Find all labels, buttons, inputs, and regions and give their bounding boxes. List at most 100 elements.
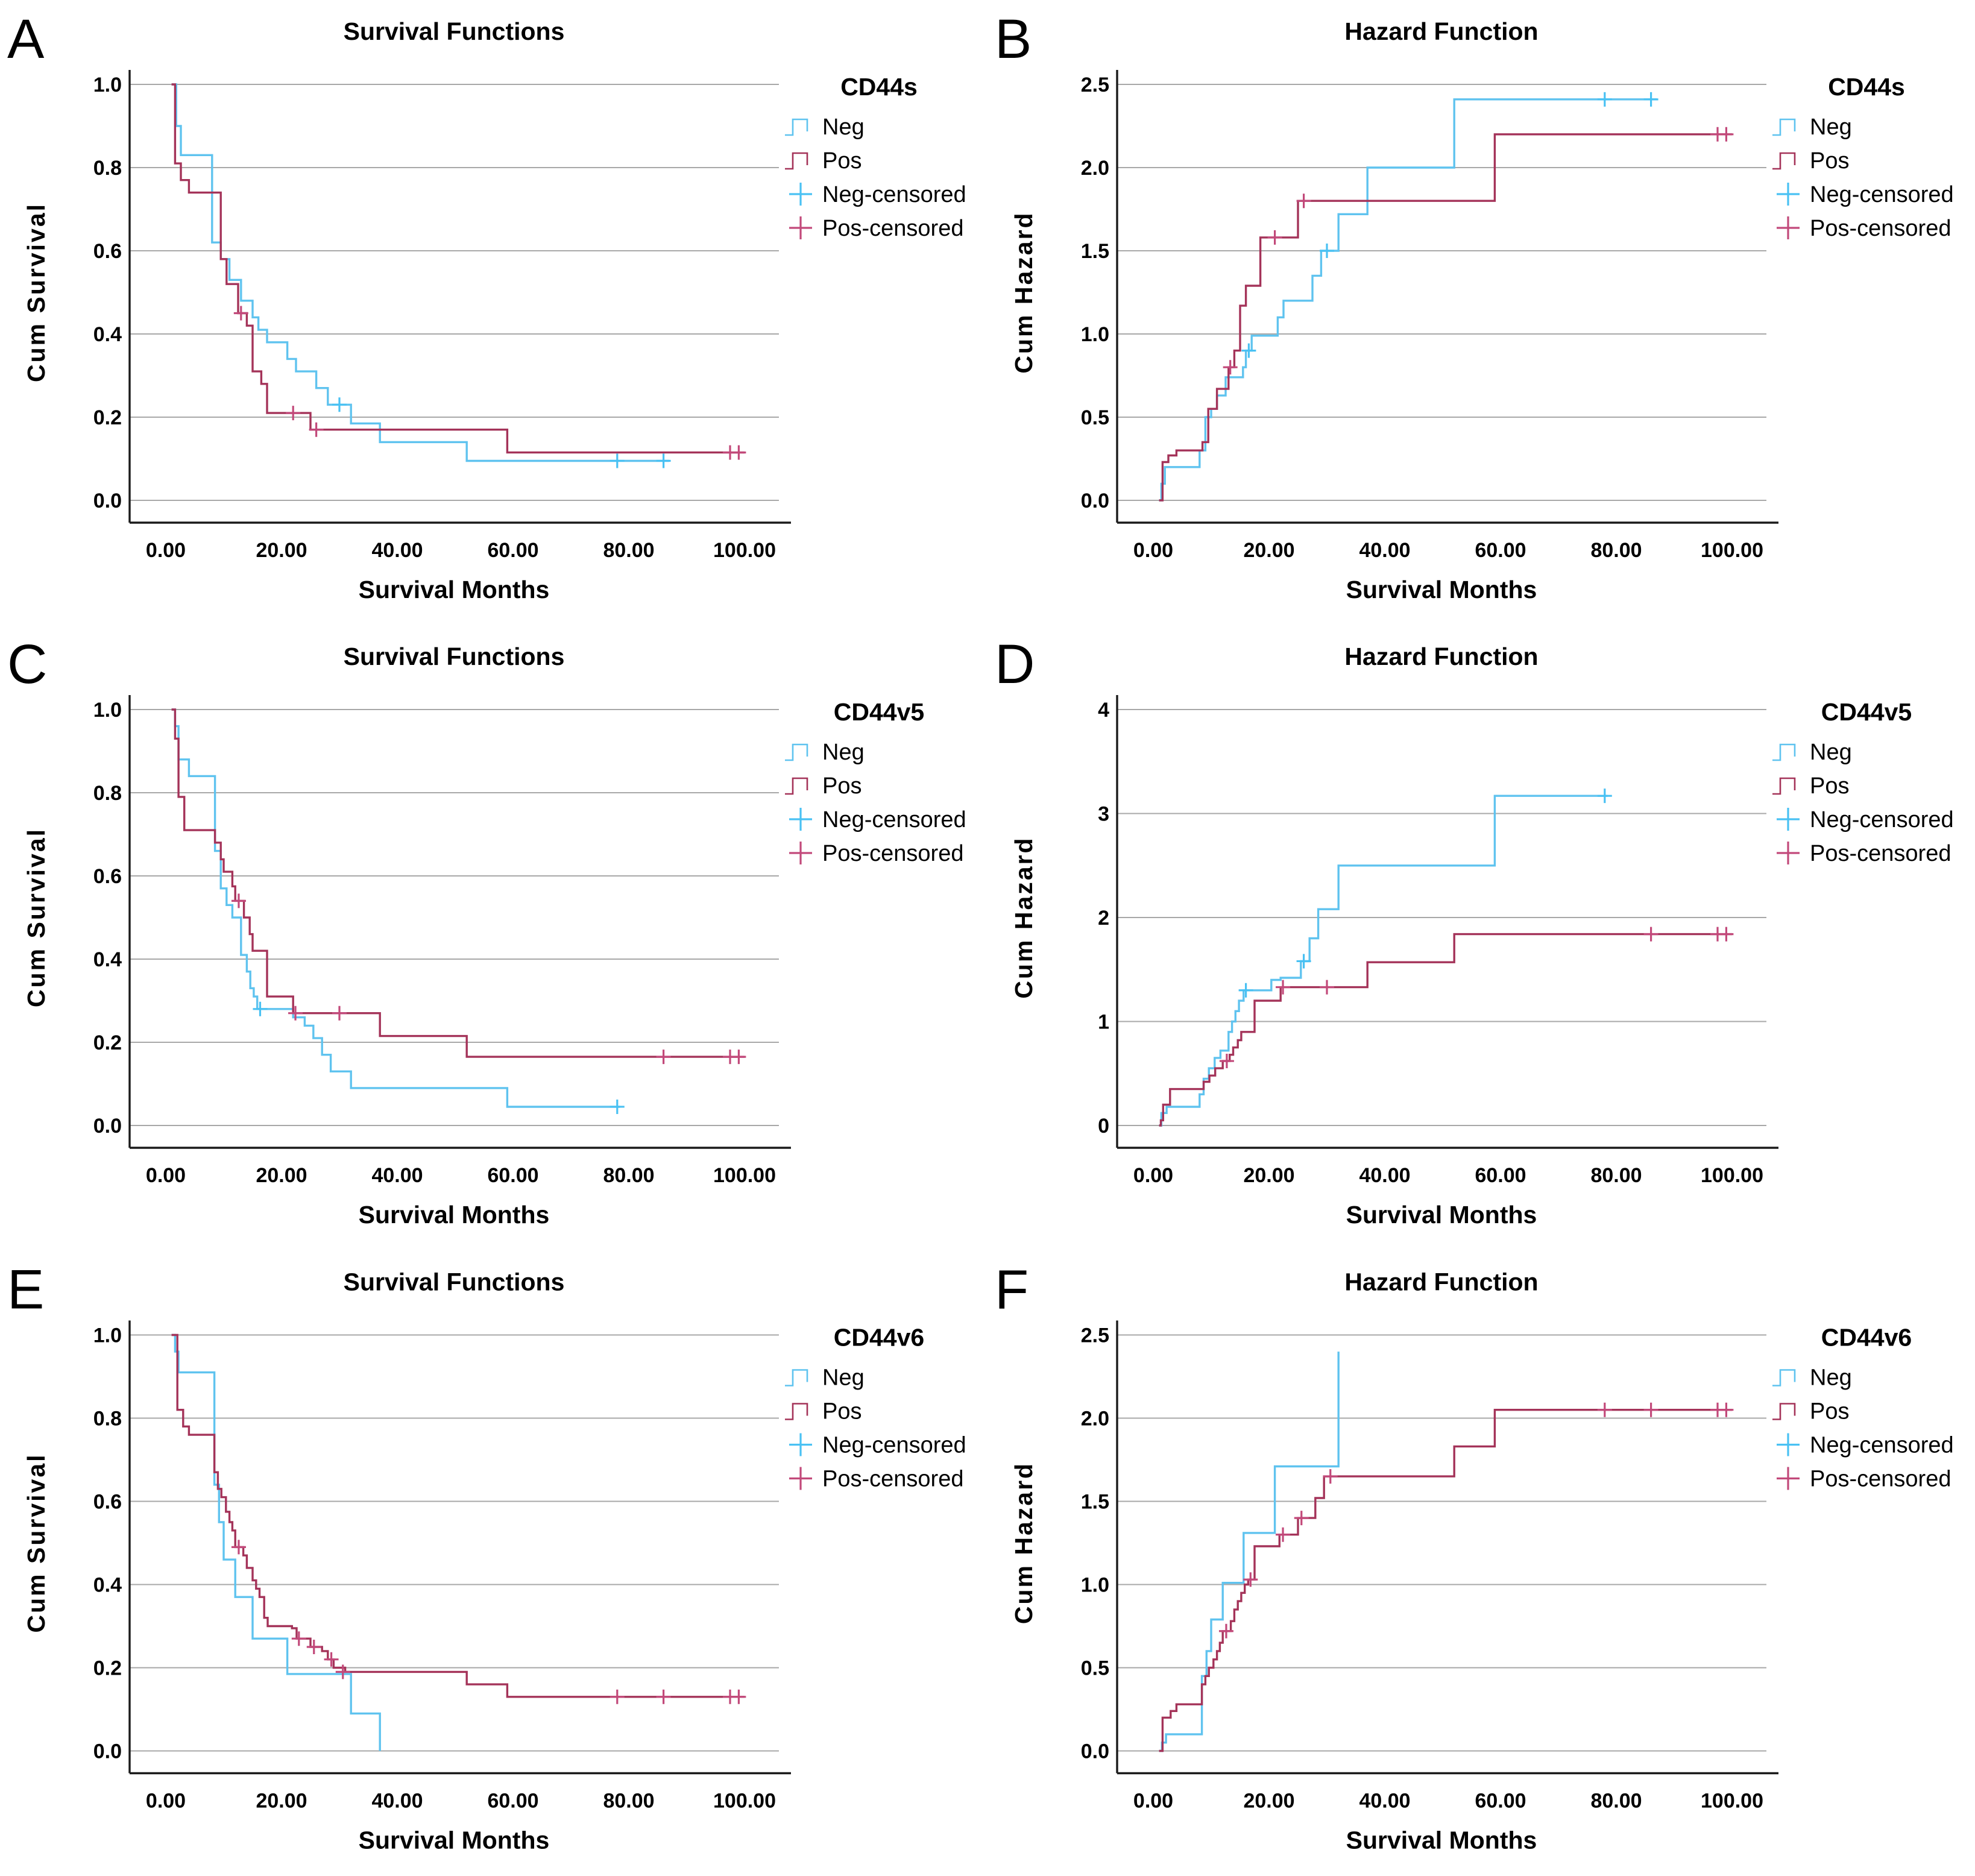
- censor-mark-pos: [231, 1540, 246, 1555]
- x-tick-label: 0.00: [146, 539, 186, 562]
- x-tick-label: 40.00: [1359, 1164, 1410, 1187]
- y-tick-label: 1.0: [1081, 1574, 1109, 1597]
- x-tick-label: 0.00: [1133, 539, 1173, 562]
- y-tick-label: 0.4: [93, 323, 122, 346]
- panel-A: A Survival Functions 0.0 0.2 0.4 0.6 0.8 1.0 0.0…: [0, 0, 988, 625]
- series-pos-line: [171, 83, 745, 454]
- x-tick-label: 100.00: [713, 539, 776, 562]
- legend-label: Pos: [1810, 1399, 1849, 1424]
- x-axis-label: Survival Months: [1346, 1827, 1537, 1854]
- y-tick-label: 0.8: [93, 157, 122, 180]
- y-tick-label: 1.0: [93, 1324, 122, 1347]
- x-tick-label: 20.00: [256, 1164, 307, 1187]
- censor-mark-pos: [306, 1640, 321, 1654]
- censor-mark-neg: [1597, 788, 1612, 804]
- censor-mark-pos: [731, 1050, 746, 1065]
- series-pos-line: [1159, 933, 1732, 1127]
- y-tick-label: 1.0: [93, 699, 122, 722]
- x-tick-label: 80.00: [1590, 1164, 1642, 1187]
- legend-plus-icon: [1777, 842, 1800, 864]
- x-tick-label: 100.00: [713, 1164, 776, 1187]
- censor-mark-pos: [332, 1006, 347, 1021]
- panel-D: D Hazard Function 0 1 2 3 4 0.00 20.00 40.00 60.00…: [988, 625, 1975, 1250]
- y-tick-label: 0.6: [93, 865, 122, 888]
- panel-letter: D: [995, 634, 1035, 695]
- legend-step-line-icon: [785, 1403, 808, 1420]
- censor-mark-neg: [610, 453, 625, 468]
- x-tick-label: 60.00: [487, 1790, 538, 1813]
- legend-heading: CD44s: [1828, 73, 1905, 101]
- panel-E-chart: E Survival Functions 0.0 0.2 0.4 0.6 0.8 1.0 0.0…: [7, 1259, 966, 1854]
- legend-label: Pos-censored: [1810, 841, 1951, 866]
- panel-letter: C: [7, 634, 47, 695]
- legend-label: Pos-censored: [822, 841, 963, 866]
- x-tick-label: 60.00: [1475, 1164, 1526, 1187]
- x-tick-label: 80.00: [603, 539, 654, 562]
- series-pos-line: [171, 708, 745, 1058]
- y-tick-label: 0.6: [93, 240, 122, 263]
- legend-label: Neg-censored: [1810, 1433, 1954, 1458]
- series-neg-line: [1159, 98, 1657, 502]
- y-tick-label: 0.8: [93, 782, 122, 805]
- y-tick-label: 0: [1098, 1115, 1109, 1138]
- censor-mark-neg: [1597, 92, 1612, 107]
- chart-title: Hazard Function: [1344, 17, 1538, 45]
- censor-mark-pos: [1276, 1527, 1291, 1542]
- x-tick-label: 40.00: [371, 1790, 423, 1813]
- legend-plus-icon: [789, 808, 812, 831]
- legend-label: Pos: [822, 773, 862, 799]
- y-tick-label: 0.2: [93, 406, 122, 429]
- x-tick-label: 60.00: [1475, 1790, 1526, 1813]
- y-tick-label: 0.4: [93, 948, 122, 971]
- panel-letter: E: [7, 1259, 44, 1321]
- panel-C-chart: C Survival Functions 0.0 0.2 0.4 0.6 0.8 1.0 0.0…: [7, 634, 966, 1229]
- legend-plus-icon: [789, 1467, 812, 1490]
- x-tick-label: 20.00: [256, 539, 307, 562]
- panel-letter: F: [995, 1259, 1028, 1321]
- legend-label: Pos: [822, 1399, 862, 1424]
- censor-mark-pos: [1223, 360, 1238, 375]
- censor-mark-neg: [1238, 983, 1253, 998]
- x-axis-label: Survival Months: [359, 576, 550, 603]
- legend-label: Neg: [1810, 740, 1852, 765]
- y-tick-label: 0.0: [93, 1115, 122, 1138]
- x-axis-label: Survival Months: [359, 1201, 550, 1229]
- y-axis-label: Cum Hazard: [1010, 836, 1038, 998]
- legend-step-line-icon: [1772, 743, 1796, 761]
- x-tick-label: 40.00: [371, 1164, 423, 1187]
- y-axis-label: Cum Survival: [22, 1453, 50, 1632]
- censor-mark-pos: [731, 1689, 746, 1704]
- chart-title: Survival Functions: [344, 643, 565, 670]
- censor-mark-pos: [1643, 927, 1658, 942]
- x-axis-label: Survival Months: [1346, 576, 1537, 603]
- legend-label: Neg-censored: [1810, 807, 1954, 833]
- legend-label: Neg: [1810, 115, 1852, 140]
- legend-plus-icon: [1777, 183, 1800, 206]
- legend-label: Neg: [822, 1365, 865, 1391]
- censor-mark-pos: [1243, 1572, 1258, 1587]
- x-tick-label: 20.00: [1243, 539, 1294, 562]
- censor-mark-pos: [309, 422, 324, 437]
- censor-mark-pos: [291, 1631, 306, 1646]
- chart-title: Hazard Function: [1344, 1268, 1538, 1296]
- x-tick-label: 80.00: [1590, 1790, 1642, 1813]
- x-tick-label: 80.00: [603, 1790, 654, 1813]
- legend-plus-icon: [1777, 1433, 1800, 1456]
- x-axis-label: Survival Months: [359, 1827, 550, 1854]
- legend-label: Neg-censored: [822, 807, 966, 833]
- y-tick-label: 0.0: [1081, 1740, 1109, 1763]
- censor-mark-pos: [731, 445, 746, 460]
- y-tick-label: 0.2: [93, 1657, 122, 1680]
- censor-mark-neg: [610, 1099, 625, 1114]
- y-tick-label: 1.5: [1081, 1491, 1109, 1514]
- legend-label: Neg: [822, 740, 865, 765]
- x-tick-label: 100.00: [1701, 1790, 1763, 1813]
- y-axis-label: Cum Hazard: [1010, 211, 1038, 373]
- legend-plus-icon: [789, 183, 812, 206]
- y-tick-label: 2: [1098, 907, 1109, 930]
- legend-step-line-icon: [1772, 1403, 1796, 1420]
- x-tick-label: 60.00: [1475, 539, 1526, 562]
- x-tick-label: 20.00: [1243, 1790, 1294, 1813]
- y-tick-label: 0.0: [93, 489, 122, 512]
